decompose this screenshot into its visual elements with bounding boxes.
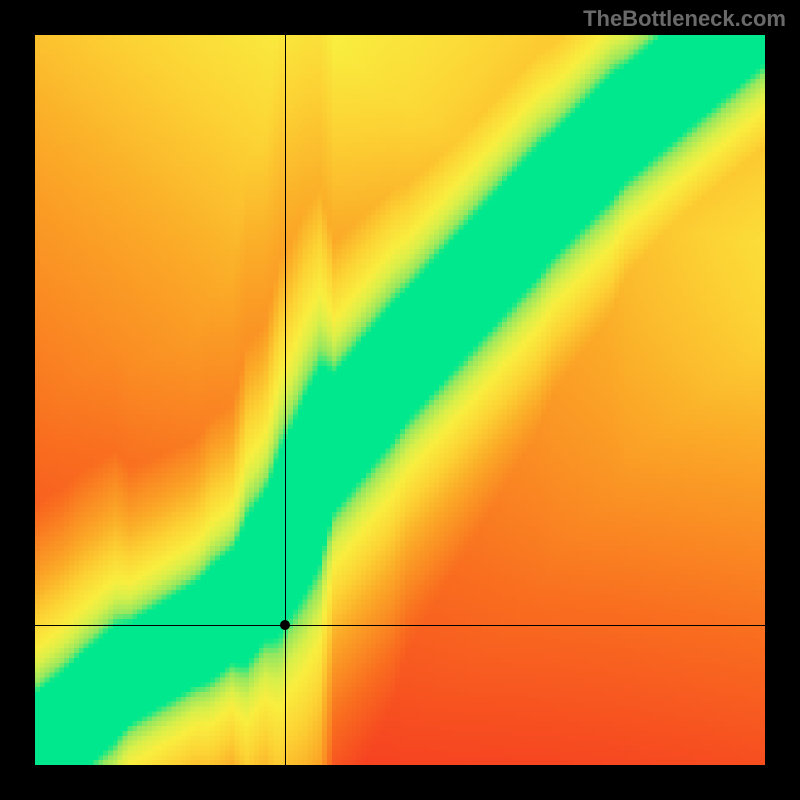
- crosshair-vertical: [285, 35, 286, 765]
- chart-container: { "attribution": { "text": "TheBottlenec…: [0, 0, 800, 800]
- attribution-text: TheBottleneck.com: [583, 6, 786, 32]
- heatmap-canvas: [35, 35, 765, 765]
- point-marker: [280, 620, 290, 630]
- crosshair-horizontal: [35, 625, 765, 626]
- plot-area: [35, 35, 765, 765]
